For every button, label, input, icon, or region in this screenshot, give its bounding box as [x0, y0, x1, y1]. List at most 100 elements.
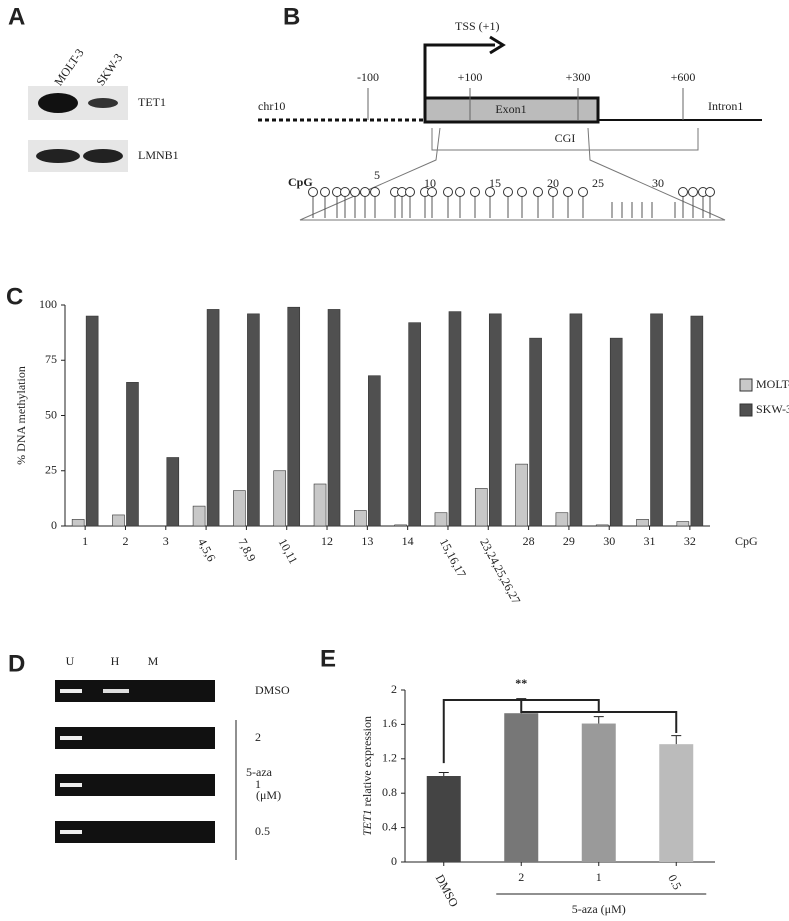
cpg-site [705, 187, 715, 197]
y-tick-label: 75 [45, 352, 57, 366]
x-tick-label: 28 [523, 534, 535, 548]
cpg-site [370, 187, 380, 197]
cgi-bracket [431, 128, 699, 151]
lane-label: MOLT-3 [51, 46, 86, 88]
tss-arrow [423, 43, 495, 100]
bar [569, 313, 583, 527]
bar [488, 313, 502, 527]
bar [609, 337, 623, 527]
bar [313, 483, 327, 527]
x-tick-label: 15,16,17 [437, 536, 469, 580]
exon-box [423, 96, 600, 124]
bar [690, 315, 704, 527]
gel-lane [55, 821, 215, 843]
bar [327, 309, 341, 527]
cpg-site [578, 187, 588, 197]
lane-label: M [148, 654, 159, 668]
cpg-number: 20 [547, 176, 559, 190]
band [38, 93, 78, 113]
position-label: +100 [458, 70, 483, 84]
y-tick-label: 50 [45, 407, 57, 421]
bar [426, 776, 461, 862]
legend-swatch [739, 378, 753, 392]
legend-label: SKW-3 [756, 402, 789, 416]
y-tick-label: 0 [51, 518, 57, 532]
bar [636, 519, 649, 527]
y-tick-label: 100 [39, 297, 57, 311]
bar [504, 713, 539, 862]
bar [515, 463, 528, 527]
cpg-site [517, 187, 527, 197]
treatment-label: 5-aza [246, 765, 273, 779]
bar [676, 521, 690, 527]
tss-label: TSS (+1) [455, 19, 499, 33]
significance-label: ** [515, 676, 527, 690]
panel-label: D [8, 650, 25, 677]
cpg-site [320, 187, 330, 197]
y-tick-label: 1.6 [382, 716, 397, 730]
position-label: +300 [566, 70, 591, 84]
cpg-site [563, 187, 573, 197]
cpg-number: 10 [424, 176, 436, 190]
bar [85, 315, 99, 527]
panel-label: C [6, 283, 23, 310]
x-tick-label: 30 [603, 534, 615, 548]
row-label: 1 [255, 777, 261, 791]
legend-swatch [739, 403, 753, 417]
bar [112, 514, 125, 527]
cpg-number: 5 [374, 168, 380, 182]
x-tick-label: 2 [122, 534, 128, 548]
y-tick-label: 0.8 [382, 785, 397, 799]
bar [659, 744, 694, 862]
cpg-site [485, 187, 495, 197]
unit-label: (μM) [256, 788, 281, 802]
cpg-site [688, 187, 698, 197]
lane-label: H [111, 654, 120, 668]
row-label: DMSO [255, 683, 290, 697]
band [36, 149, 80, 163]
cpg-site [360, 187, 370, 197]
bar [166, 457, 180, 527]
lane-label: U [66, 654, 75, 668]
y-tick-label: 2 [391, 682, 397, 696]
bar [394, 524, 407, 527]
cpg-site [308, 187, 318, 197]
cpg-site [533, 187, 543, 197]
bar [529, 337, 542, 527]
gel-band [60, 689, 82, 693]
intron-label: Intron1 [708, 99, 743, 113]
y-axis-label: % DNA methylation [14, 366, 28, 465]
cpg-number: 15 [489, 176, 501, 190]
bar [434, 512, 448, 527]
cpg-site [470, 187, 480, 197]
position-label: +600 [671, 70, 696, 84]
x-tick-label: 23,24,25,26,27 [477, 536, 523, 606]
cpg-site [405, 187, 415, 197]
cpg-site [548, 187, 558, 197]
gel-band [103, 689, 129, 693]
x-tick-label: 1 [596, 870, 602, 884]
band-label: TET1 [138, 95, 166, 109]
gel-lane [55, 774, 215, 796]
cpg-site [455, 187, 465, 197]
group-label: 5-aza (μM) [572, 902, 626, 916]
exon-label: Exon1 [495, 102, 526, 116]
gel-lane [55, 727, 215, 749]
bar [287, 306, 301, 527]
bar [273, 470, 287, 527]
x-tick-label: 13 [361, 534, 373, 548]
significance-bracket [442, 698, 678, 764]
y-axis-label-rest: relative expression [360, 716, 374, 809]
bar [650, 313, 663, 527]
x-tick-label: 1 [82, 534, 88, 548]
gel-band [60, 830, 82, 834]
bar [448, 311, 462, 527]
y-tick-label: 0.4 [382, 819, 397, 833]
cpg-label: CpG [288, 175, 313, 189]
error-bar [671, 735, 682, 745]
cpg-site [503, 187, 513, 197]
band [83, 149, 123, 163]
x-tick-label: 4,5,6 [195, 536, 219, 564]
panel-label: B [283, 3, 300, 30]
